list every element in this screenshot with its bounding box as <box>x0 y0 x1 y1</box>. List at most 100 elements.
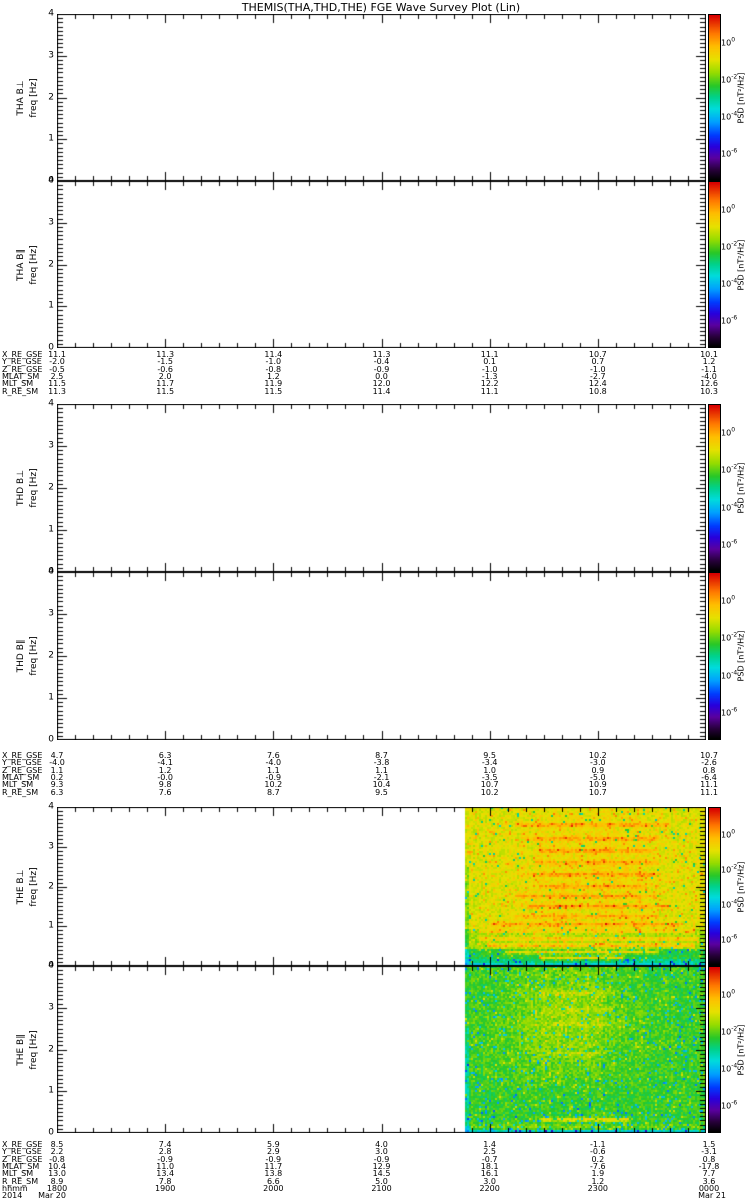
colorbar-tick-label: 10-2 <box>721 863 738 875</box>
ephemeris-row-label: X_RE_GSE <box>2 350 43 359</box>
ephemeris-row: Y_RE_GSE -4.0 -4.1 -4.0 -3.8 -3.4 -3.0 -2.6 <box>0 759 750 767</box>
colorbar-tick-label: 10-6 <box>721 934 738 945</box>
ephemeris-value: -1.3 <box>481 371 498 381</box>
ephemeris-value: -1.0 <box>481 364 498 374</box>
ephemeris-value: 10.4 <box>372 780 391 790</box>
freq-tick-label: 2 <box>48 92 54 102</box>
ephemeris-row: Z_RE_GSE -0.5 -0.6 -0.8 -0.9 -1.0 -1.0 -1.1 <box>0 364 750 374</box>
ephemeris-value: 1.2 <box>702 357 716 367</box>
ephemeris-value: -2.1 <box>373 772 390 782</box>
colorbar-tick-label: 10-6 <box>721 1099 738 1111</box>
freq-tick-label: 0 <box>48 342 54 353</box>
ephemeris-value: 0.2 <box>591 1154 605 1164</box>
ephemeris-row: MLT_SM 11.5 11.7 11.9 12.0 12.2 12.4 12.6 <box>0 380 750 388</box>
freq-tick-label: 0 <box>48 175 54 186</box>
ephemeris-value: 1.2 <box>591 1176 605 1186</box>
ephemeris-value: -2.0 <box>49 357 65 367</box>
freq-tick-label: 4 <box>48 960 54 971</box>
ephemeris-value: 10.8 <box>588 386 607 396</box>
time-tick-label: 0000 <box>698 1183 720 1193</box>
ephemeris-value: 13.8 <box>264 1169 283 1179</box>
ephemeris-value: 5.0 <box>375 1176 388 1186</box>
ephemeris-row: MLAT_SM 10.4 11.0 11.7 12.9 18.1 -7.6 -17.8 <box>0 1161 750 1171</box>
ephemeris-value: 6.3 <box>50 787 64 797</box>
colorbar-tick-label: 10-4 <box>721 110 738 122</box>
time-tick-label: 2200 <box>479 1183 500 1193</box>
ephemeris-value: 11.1 <box>480 386 499 396</box>
ephemeris-row-label: Y_RE_GSE <box>2 758 42 768</box>
ephemeris-value: 11.1 <box>48 350 66 359</box>
ephemeris-row: MLT_SM 13.0 13.4 13.8 14.5 16.1 1.9 7.7 <box>0 1170 750 1178</box>
psd-axis-label: PSD [nT²/Hz] <box>736 861 746 912</box>
ephemeris-row-label: MLT_SM <box>2 379 34 389</box>
ephemeris-value: 16.1 <box>480 1169 499 1179</box>
ephemeris-value: -1.1 <box>701 364 717 374</box>
psd-axis-label: PSD [nT²/Hz] <box>736 630 746 682</box>
ephemeris-value: 8.7 <box>375 751 388 760</box>
panel-the-bperp <box>57 807 706 966</box>
ephemeris-value: -4.0 <box>701 371 717 381</box>
freq-tick-label: 1 <box>48 524 54 535</box>
time-tick-label: 2300 <box>587 1183 609 1193</box>
ephemeris-value: 10.3 <box>700 386 718 396</box>
colorbar-tha-bpar <box>708 181 721 348</box>
colorbar-tick-label: 10-4 <box>721 898 738 910</box>
ephemeris-value: 10.7 <box>480 780 499 790</box>
freq-axis-label: freq [Hz] <box>29 244 39 285</box>
ephemeris-value: 1.0 <box>483 765 497 775</box>
freq-tick-label: 4 <box>48 175 54 186</box>
spectrogram-canvas-tha-bperp <box>57 14 706 181</box>
freq-tick-label: 1 <box>48 1085 54 1096</box>
ephemeris-value: 0.8 <box>702 1154 716 1164</box>
ephemeris-value: 11.1 <box>700 787 718 797</box>
ephemeris-value: 2.5 <box>483 1147 497 1157</box>
freq-tick-label: 3 <box>48 608 54 619</box>
date-left-label: Mar 20 <box>38 1191 66 1200</box>
ephemeris-value: 2.2 <box>50 1147 64 1157</box>
ephemeris-value: 2.0 <box>158 371 172 381</box>
colorbar-tick-label: 10-2 <box>721 1025 738 1037</box>
ephemeris-value: 8.7 <box>266 787 280 797</box>
ephemeris-value: 7.4 <box>158 1140 172 1149</box>
ephemeris-value: 8.9 <box>50 1176 64 1186</box>
ephemeris-value: -4.1 <box>157 758 173 768</box>
colorbar-tick-label: 10-6 <box>721 538 738 550</box>
ephemeris-row: Y_RE_GSE -2.0 -1.5 -1.0 -0.4 0.1 0.7 1.2 <box>0 358 750 366</box>
ephemeris-value: 18.1 <box>480 1161 499 1171</box>
panel-tha-bperp <box>57 14 706 181</box>
colorbar-tick-label: 100 <box>721 426 736 438</box>
ephemeris-value: 2.8 <box>158 1147 172 1157</box>
freq-tick-label: 4 <box>48 8 54 19</box>
colorbar-tick-label: 100 <box>721 594 736 606</box>
ephemeris-value: 9.5 <box>375 787 388 797</box>
ephemeris-value: -3.5 <box>481 772 498 782</box>
spectrogram-canvas-the-bperp <box>57 807 706 966</box>
year-label: 2014 <box>2 1191 23 1200</box>
ephemeris-value: 12.2 <box>480 379 499 389</box>
ephemeris-row: Z_RE_GSE -0.8 -0.9 -0.9 -0.9 -0.7 0.2 0.8 <box>0 1154 750 1164</box>
freq-tick-label: 1 <box>48 920 54 931</box>
time-row: hhmm 1800 1900 2000 2100 2200 2300 0000 <box>0 1183 750 1193</box>
time-row-label: hhmm <box>2 1183 28 1193</box>
ephemeris-row-label: MLAT_SM <box>2 371 40 381</box>
freq-tick-label: 3 <box>48 1002 54 1013</box>
panel-name-thd-bperp: THD B⊥ <box>16 469 26 507</box>
ephemeris-row-label: Z_RE_GSE <box>2 765 43 775</box>
ephemeris-value: -0.4 <box>373 357 390 367</box>
colorbar-canvas-tha-bpar <box>708 181 721 348</box>
ephemeris-value: 10.2 <box>480 787 499 797</box>
panel-thd-bpar <box>57 572 706 740</box>
ephemeris-value: 10.2 <box>588 751 607 760</box>
ephemeris-value: 11.5 <box>48 379 66 389</box>
ephemeris-value: 1.1 <box>266 765 280 775</box>
ephemeris-value: 10.4 <box>48 1161 66 1171</box>
ephemeris-row-label: X_RE_GSE <box>2 1140 43 1149</box>
panel-the-bpar <box>57 966 706 1133</box>
ephemeris-value: -6.4 <box>701 772 717 782</box>
ephemeris-value: 0.8 <box>702 765 716 775</box>
colorbar-thd-bpar <box>708 572 721 740</box>
ephemeris-row: Z_RE_GSE 1.1 1.2 1.1 1.1 1.0 0.9 0.8 <box>0 765 750 775</box>
colorbar-the-bpar <box>708 966 721 1133</box>
freq-tick-label: 3 <box>48 217 54 228</box>
ephemeris-value: 9.3 <box>50 780 64 790</box>
